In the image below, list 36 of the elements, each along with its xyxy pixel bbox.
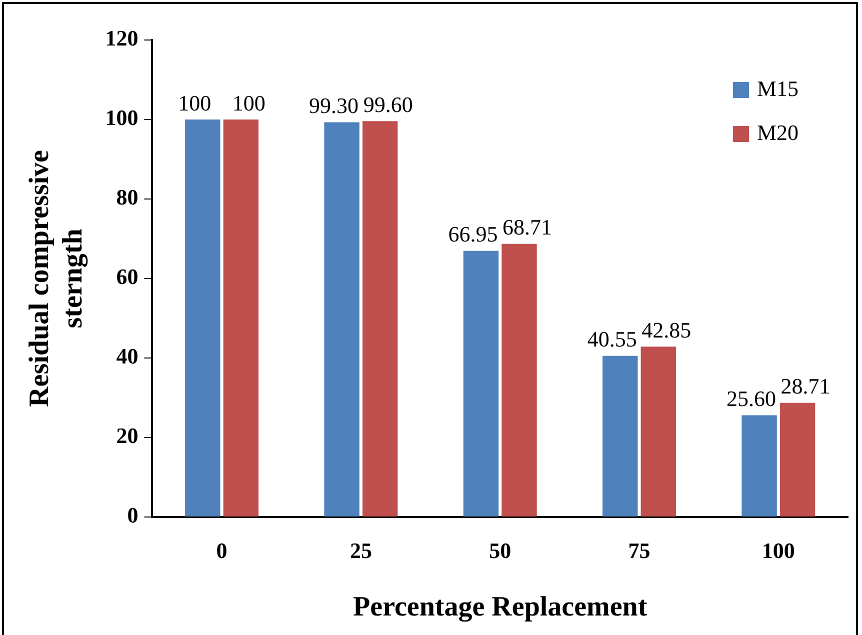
data-label: 68.71 xyxy=(502,214,552,240)
data-label: 28.71 xyxy=(780,374,830,399)
bar xyxy=(780,402,816,516)
data-label: 66.95 xyxy=(448,222,498,247)
bar xyxy=(640,346,676,516)
x-tick-label: 25 xyxy=(350,538,372,563)
data-label: 25.60 xyxy=(726,386,776,412)
bar xyxy=(324,122,360,516)
y-tick-label: 60 xyxy=(116,264,138,290)
bar xyxy=(362,121,398,516)
y-tick-label: 100 xyxy=(105,105,138,130)
bar xyxy=(223,120,259,516)
bar xyxy=(463,250,499,516)
y-tick-label: 80 xyxy=(116,184,138,210)
data-label: 100 xyxy=(178,90,212,116)
y-tick-label: 20 xyxy=(116,423,138,448)
y-tick-label: 120 xyxy=(105,26,138,51)
data-label: 99.60 xyxy=(363,92,413,117)
bar xyxy=(185,120,220,516)
data-label: 100 xyxy=(232,90,266,116)
x-tick-label: 50 xyxy=(489,538,512,563)
bar xyxy=(502,244,537,516)
x-tick-label: 100 xyxy=(762,538,795,563)
bar xyxy=(602,356,638,516)
data-label: 42.85 xyxy=(642,317,692,342)
bar xyxy=(742,415,777,516)
legend-label: M20 xyxy=(757,120,799,145)
x-tick-label: 75 xyxy=(628,538,650,563)
y-tick-label: 0 xyxy=(127,502,138,528)
x-axis-title: Percentage Replacement xyxy=(353,591,648,622)
x-tick-label: 0 xyxy=(216,538,228,563)
y-tick-label: 40 xyxy=(116,344,138,369)
data-label: 40.55 xyxy=(587,326,637,352)
legend-label: M15 xyxy=(757,76,799,101)
y-axis-title: Residual compressive sterngth xyxy=(24,150,89,407)
data-label: 99.30 xyxy=(309,93,359,118)
